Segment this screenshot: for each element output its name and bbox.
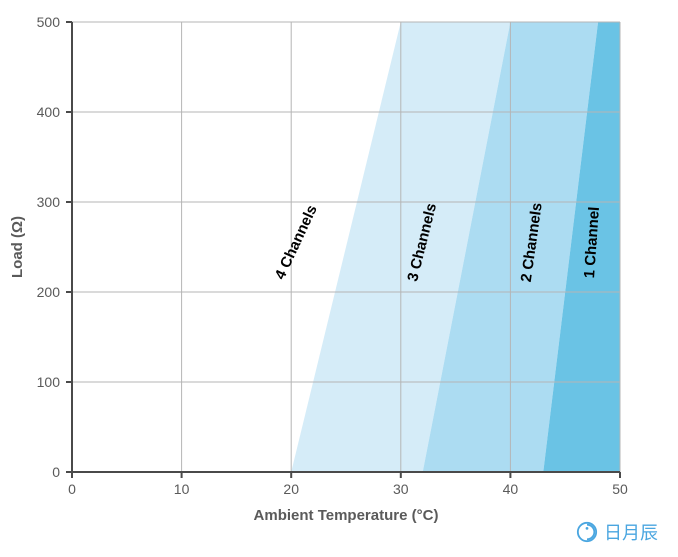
watermark-text: 日月辰 (604, 519, 658, 545)
y-axis-label: Load (Ω) (9, 216, 26, 278)
chart-container: 4 Channels3 Channels2 Channels1 Channel0… (0, 0, 678, 557)
watermark-icon (576, 521, 598, 543)
load-vs-temperature-chart: 4 Channels3 Channels2 Channels1 Channel0… (0, 0, 678, 557)
y-tick-label: 400 (37, 104, 61, 120)
watermark: 日月辰 (576, 519, 658, 545)
x-tick-label: 40 (503, 481, 519, 497)
x-tick-label: 30 (393, 481, 409, 497)
y-tick-label: 0 (52, 464, 60, 480)
x-tick-label: 10 (174, 481, 190, 497)
x-axis-label: Ambient Temperature (°C) (254, 507, 439, 524)
x-tick-label: 0 (68, 481, 76, 497)
y-tick-label: 300 (37, 194, 61, 210)
y-tick-label: 200 (37, 284, 61, 300)
y-tick-label: 100 (37, 374, 61, 390)
x-tick-label: 20 (283, 481, 299, 497)
x-tick-label: 50 (612, 481, 628, 497)
y-tick-label: 500 (37, 14, 61, 30)
